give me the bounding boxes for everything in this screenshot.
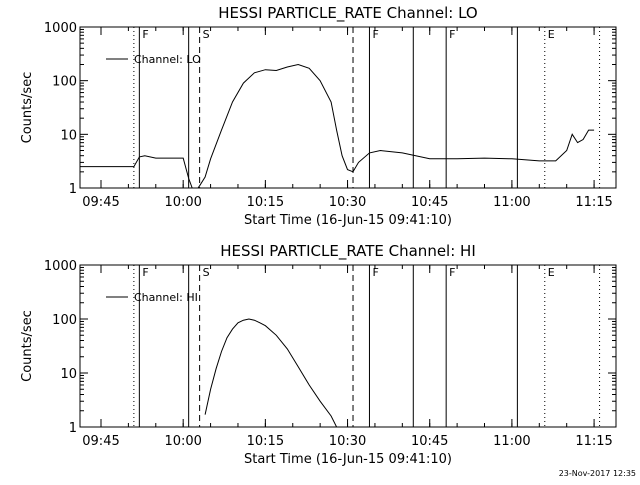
series-line xyxy=(80,63,595,188)
event-label: E xyxy=(548,28,555,41)
x-axis-label: Start Time (16-Jun-15 09:41:10) xyxy=(244,213,452,228)
chart-title: HESSI PARTICLE_RATE Channel: LO xyxy=(218,4,477,23)
chart-title: HESSI PARTICLE_RATE Channel: HI xyxy=(220,242,476,261)
x-tick-label: 10:45 xyxy=(411,434,448,449)
y-tick-label: 10 xyxy=(60,128,77,143)
y-tick-label: 1000 xyxy=(44,21,77,36)
x-tick-label: 11:15 xyxy=(575,195,612,210)
y-tick-label: 1 xyxy=(69,421,77,436)
x-tick-label: 10:15 xyxy=(247,195,284,210)
event-label: F xyxy=(449,266,455,279)
y-axis-label: Counts/sec xyxy=(20,72,35,144)
event-label: F xyxy=(142,28,148,41)
y-tick-label: 1 xyxy=(69,182,77,197)
footer-timestamp: 23-Nov-2017 12:35 xyxy=(558,469,636,478)
y-tick-label: 1000 xyxy=(44,259,77,274)
x-tick-label: 11:00 xyxy=(493,195,530,210)
legend-label: Channel: HI xyxy=(134,291,198,304)
x-tick-label: 10:00 xyxy=(164,195,201,210)
y-tick-label: 100 xyxy=(52,313,77,328)
event-label: F xyxy=(142,266,148,279)
x-tick-label: 10:15 xyxy=(247,434,284,449)
hi-channel-panel: HESSI PARTICLE_RATE Channel: HI 1 10 100 100… xyxy=(20,242,617,467)
y-axis-label: Counts/sec xyxy=(20,310,35,382)
legend-label: Channel: LO xyxy=(134,53,201,66)
y-tick-label: 10 xyxy=(60,367,77,382)
plot-frame xyxy=(79,264,617,428)
event-label: F xyxy=(449,28,455,41)
event-label: S xyxy=(203,28,210,41)
x-tick-label: 11:15 xyxy=(575,434,612,449)
event-label: S xyxy=(203,266,210,279)
event-label: E xyxy=(548,266,555,279)
x-tick-label: 10:00 xyxy=(164,434,201,449)
x-tick-label: 09:45 xyxy=(82,195,119,210)
x-tick-label: 10:30 xyxy=(329,434,366,449)
event-label: F xyxy=(372,266,378,279)
plot-frame xyxy=(79,26,617,189)
x-tick-label: 10:45 xyxy=(411,195,448,210)
x-axis-label: Start Time (16-Jun-15 09:41:10) xyxy=(244,452,452,467)
lo-channel-panel: HESSI PARTICLE_RATE Channel: LO 1 10 100 100… xyxy=(20,4,617,228)
x-tick-label: 10:30 xyxy=(329,195,366,210)
y-tick-label: 100 xyxy=(52,75,77,90)
event-label: F xyxy=(372,28,378,41)
x-tick-label: 09:45 xyxy=(82,434,119,449)
x-tick-label: 11:00 xyxy=(493,434,530,449)
series-line xyxy=(204,318,338,427)
